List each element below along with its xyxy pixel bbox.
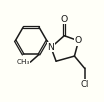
- Text: Cl: Cl: [80, 80, 89, 89]
- Text: CH₃: CH₃: [16, 59, 30, 65]
- Text: O: O: [75, 36, 82, 45]
- Text: O: O: [61, 15, 68, 24]
- Text: N: N: [48, 43, 54, 52]
